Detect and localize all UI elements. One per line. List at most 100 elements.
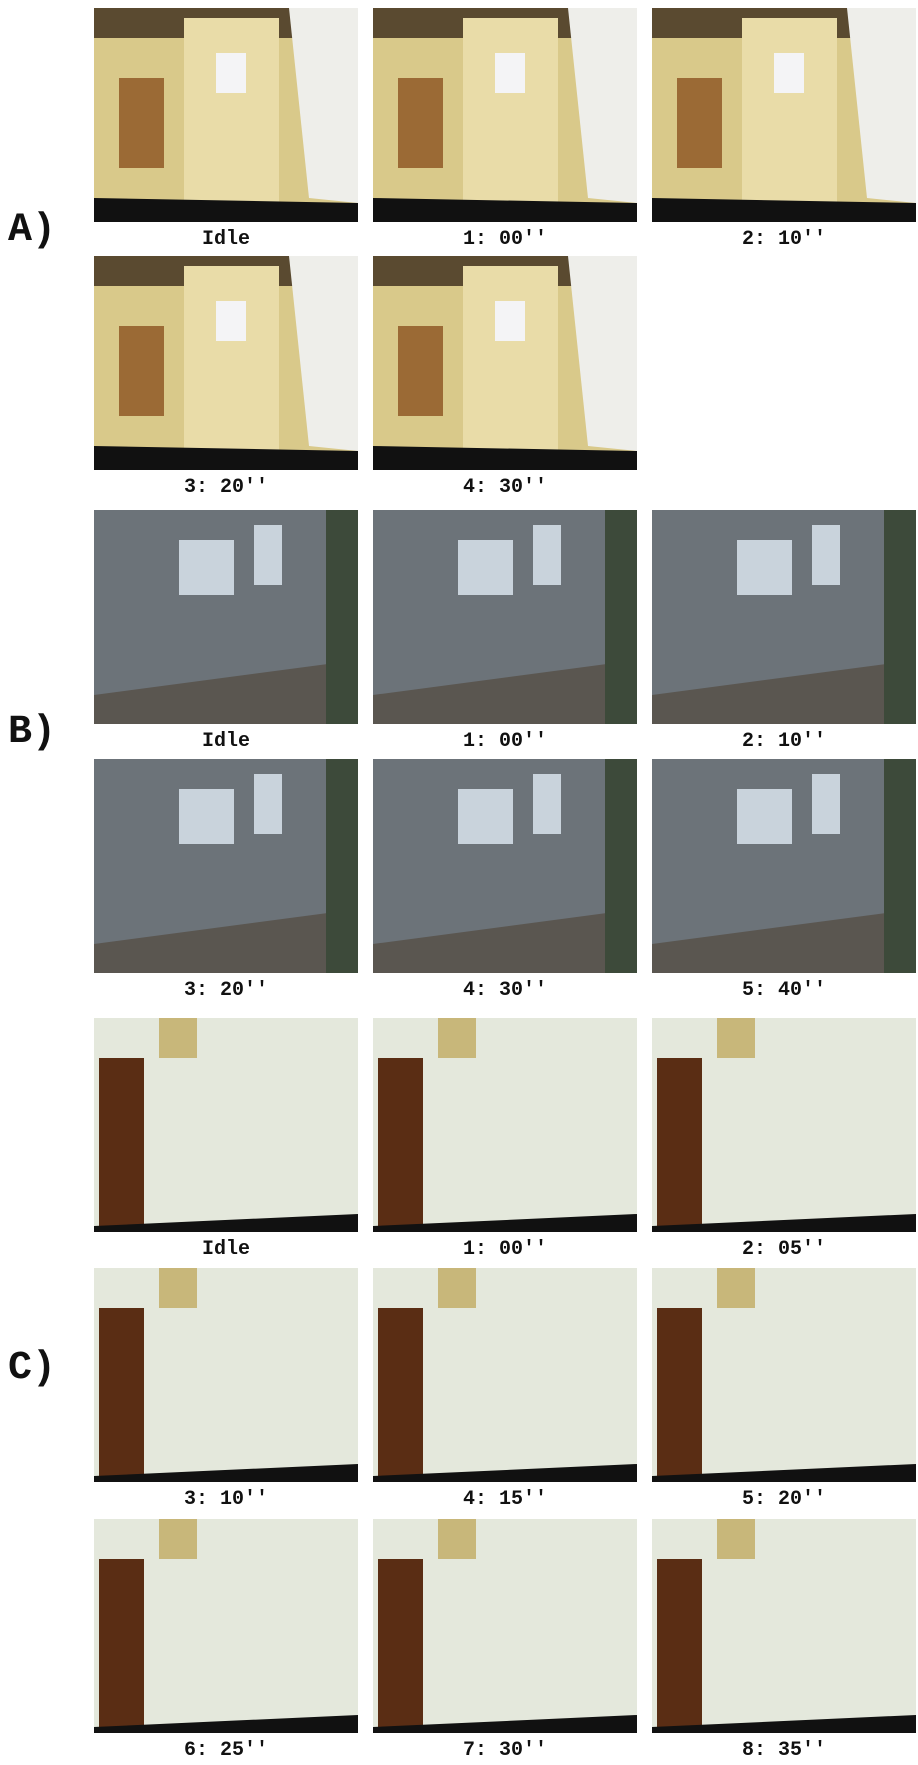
paper xyxy=(458,789,513,844)
caption: 3: 20'' xyxy=(184,979,268,1002)
paper xyxy=(812,774,840,834)
door xyxy=(378,1308,423,1478)
caption: 7: 30'' xyxy=(463,1739,547,1762)
ground xyxy=(94,909,358,973)
column xyxy=(289,256,358,451)
door xyxy=(398,326,443,416)
paper xyxy=(812,525,840,585)
street xyxy=(884,759,916,973)
photo xyxy=(94,1519,358,1733)
caption: 2: 10'' xyxy=(742,228,826,251)
paper xyxy=(495,301,525,341)
frame xyxy=(717,1519,755,1559)
caption: 5: 20'' xyxy=(742,1488,826,1511)
column xyxy=(847,8,916,203)
photo xyxy=(652,8,916,222)
floor xyxy=(94,198,358,222)
floor xyxy=(94,1715,358,1733)
street xyxy=(326,510,358,724)
photo xyxy=(94,1268,358,1482)
paper xyxy=(495,53,525,93)
photo xyxy=(94,8,358,222)
photo xyxy=(94,256,358,470)
panel xyxy=(463,18,558,208)
ground xyxy=(373,909,637,973)
photo xyxy=(373,759,637,973)
frame xyxy=(438,1519,476,1559)
ground xyxy=(94,660,358,724)
paper xyxy=(179,789,234,844)
caption: Idle xyxy=(202,228,250,251)
door xyxy=(99,1058,144,1228)
ground xyxy=(652,909,916,973)
street xyxy=(605,759,637,973)
street xyxy=(605,510,637,724)
door xyxy=(99,1559,144,1729)
panel xyxy=(184,18,279,208)
photo xyxy=(373,1018,637,1232)
street xyxy=(326,759,358,973)
paper xyxy=(254,525,282,585)
floor xyxy=(652,1715,916,1733)
paper xyxy=(216,53,246,93)
photo xyxy=(652,1018,916,1232)
column xyxy=(289,8,358,203)
photo xyxy=(373,256,637,470)
door xyxy=(119,78,164,168)
paper xyxy=(254,774,282,834)
paper xyxy=(533,774,561,834)
frame xyxy=(159,1519,197,1559)
photo xyxy=(652,1519,916,1733)
caption: 1: 00'' xyxy=(463,1238,547,1261)
caption: 4: 30'' xyxy=(463,476,547,499)
photo xyxy=(652,1268,916,1482)
panel xyxy=(463,266,558,456)
door xyxy=(677,78,722,168)
column xyxy=(568,256,637,451)
section-label: A) xyxy=(8,208,56,253)
caption: 2: 05'' xyxy=(742,1238,826,1261)
ground xyxy=(373,660,637,724)
paper xyxy=(458,540,513,595)
floor xyxy=(652,198,916,222)
caption: 6: 25'' xyxy=(184,1739,268,1762)
caption: 2: 10'' xyxy=(742,730,826,753)
caption: 3: 20'' xyxy=(184,476,268,499)
door xyxy=(657,1559,702,1729)
door xyxy=(99,1308,144,1478)
photo xyxy=(94,510,358,724)
caption: 4: 30'' xyxy=(463,979,547,1002)
photo xyxy=(373,510,637,724)
photo xyxy=(652,759,916,973)
photo xyxy=(373,1519,637,1733)
door xyxy=(119,326,164,416)
panel xyxy=(184,266,279,456)
frame xyxy=(717,1268,755,1308)
caption: Idle xyxy=(202,1238,250,1261)
photo xyxy=(652,510,916,724)
door xyxy=(398,78,443,168)
section-label: B) xyxy=(8,710,56,755)
floor xyxy=(373,1715,637,1733)
floor xyxy=(94,1214,358,1232)
floor xyxy=(94,446,358,470)
panel xyxy=(742,18,837,208)
section-label: C) xyxy=(8,1346,56,1391)
caption: Idle xyxy=(202,730,250,753)
door xyxy=(657,1308,702,1478)
frame xyxy=(159,1018,197,1058)
door xyxy=(378,1559,423,1729)
frame xyxy=(159,1268,197,1308)
ground xyxy=(652,660,916,724)
street xyxy=(884,510,916,724)
paper xyxy=(774,53,804,93)
floor xyxy=(652,1464,916,1482)
caption: 5: 40'' xyxy=(742,979,826,1002)
paper xyxy=(533,525,561,585)
column xyxy=(568,8,637,203)
caption: 1: 00'' xyxy=(463,228,547,251)
floor xyxy=(373,1464,637,1482)
caption: 3: 10'' xyxy=(184,1488,268,1511)
floor xyxy=(373,446,637,470)
